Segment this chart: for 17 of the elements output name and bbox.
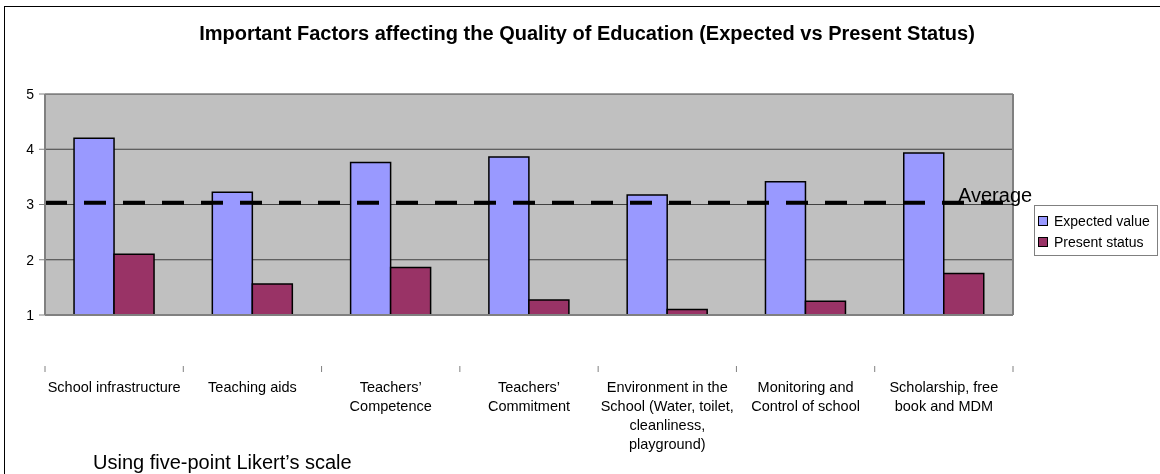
x-tick-label: Teachers’ Commitment [487, 379, 571, 414]
ref-line-label: Average [958, 183, 1033, 206]
y-tick-label: 3 [26, 196, 35, 213]
y-tick-label: 5 [26, 85, 35, 102]
y-tick-label: 2 [26, 251, 35, 268]
legend-label: Present status [1054, 233, 1144, 250]
x-tick-label: Environment in the School (Water, toilet, cleanliness, playground) [600, 379, 734, 452]
x-tick-label: Monitoring and Control of school [751, 379, 860, 414]
text: Using five-point Likert’s scale [93, 451, 352, 474]
x-tick-label: Teaching aids [208, 379, 297, 395]
y-tick-label: 1 [26, 306, 35, 323]
x-tick-label: School infrastructure [47, 379, 181, 395]
chart-title: Important Factors affecting the Quality of Education (Expected vs Present Status) [198, 22, 976, 45]
x-tick-label: Scholarship, free book and MDM [889, 379, 999, 414]
y-tick-label: 4 [26, 141, 35, 158]
legend-label: Expected value [1054, 212, 1150, 229]
x-tick-label: Teachers’ Competence [349, 379, 432, 414]
